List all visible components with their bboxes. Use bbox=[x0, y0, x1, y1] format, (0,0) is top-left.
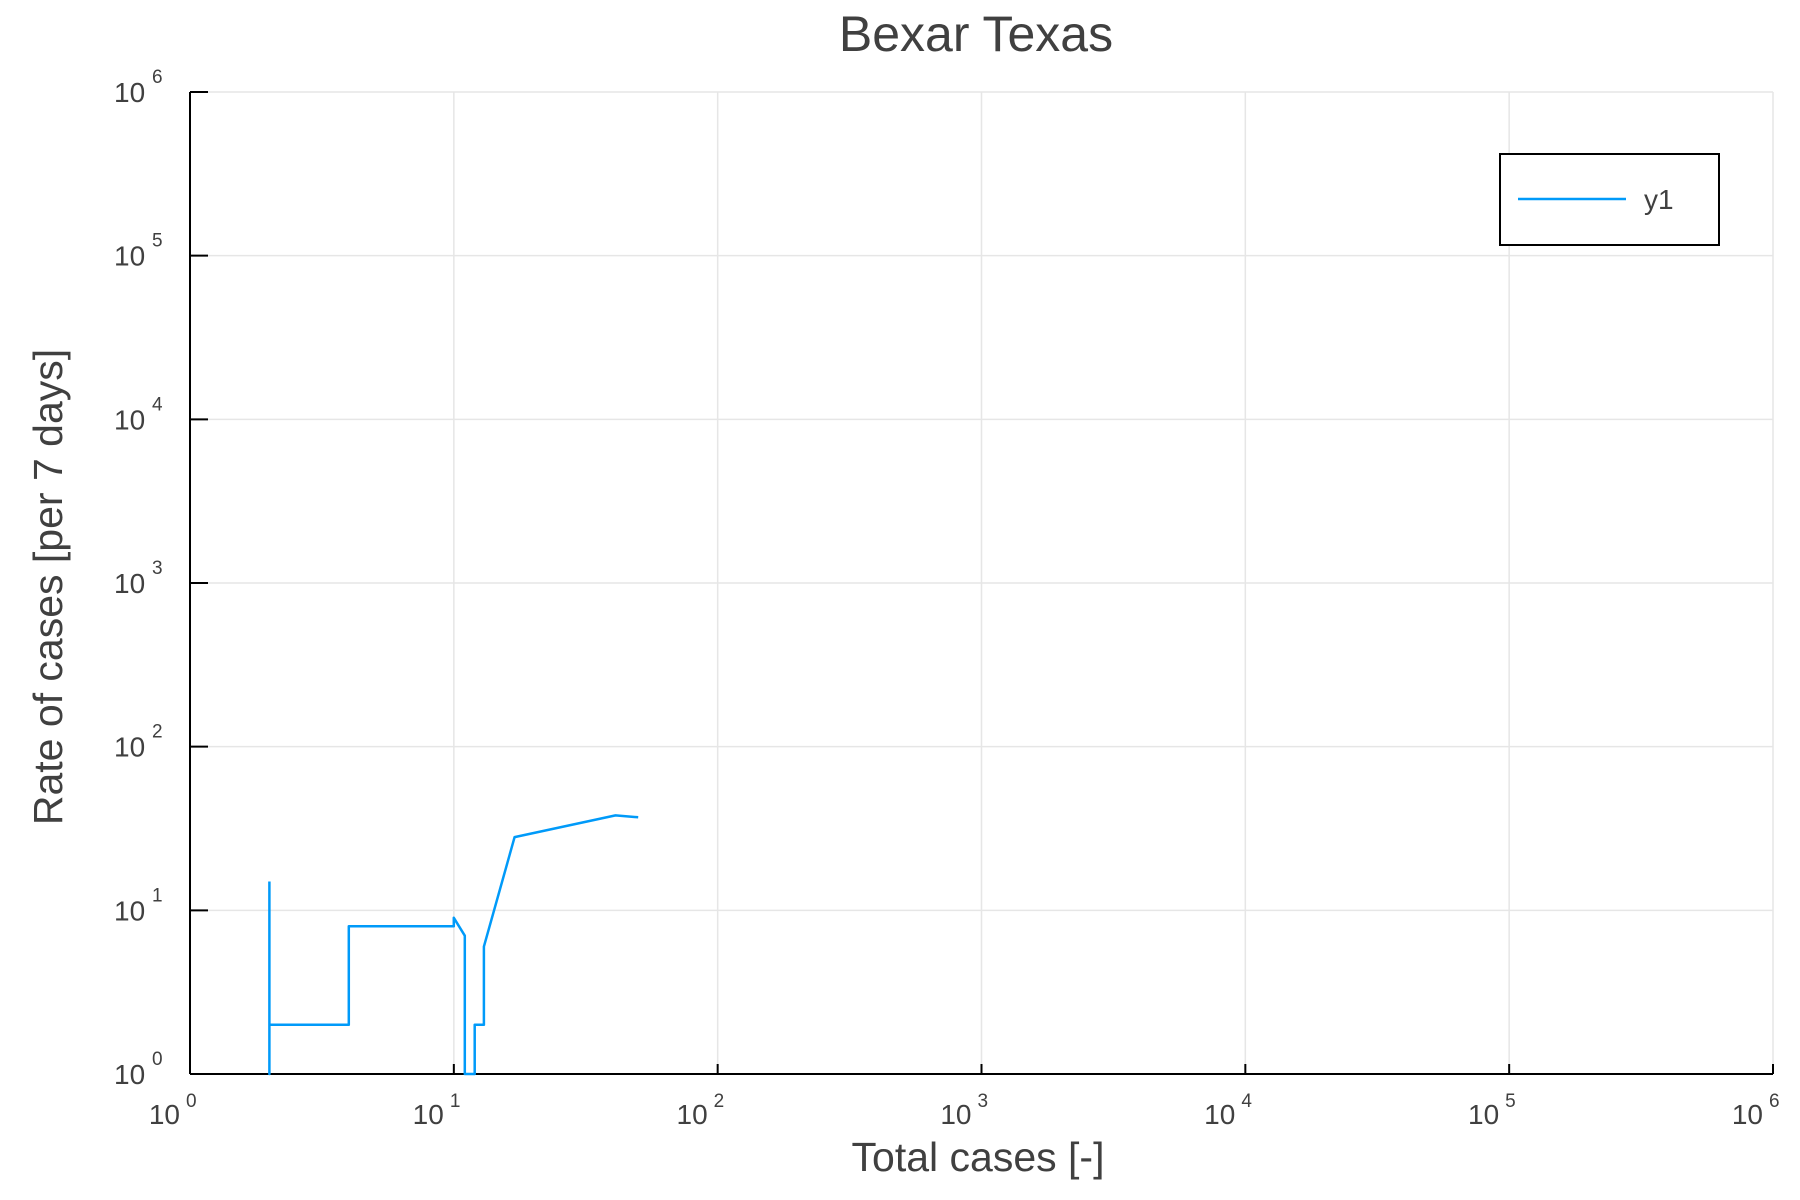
x-tick-base: 10 bbox=[149, 1099, 180, 1130]
x-tick-base: 10 bbox=[1468, 1099, 1499, 1130]
x-tick-base: 10 bbox=[677, 1099, 708, 1130]
x-tick-base: 10 bbox=[1204, 1099, 1235, 1130]
legend: y1 bbox=[1499, 153, 1720, 246]
x-tick-exponent: 3 bbox=[978, 1091, 989, 1112]
series-lines bbox=[268, 814, 639, 1076]
y-tick-base: 10 bbox=[114, 404, 145, 435]
grid bbox=[189, 91, 1774, 1075]
x-tick-label: 10 5 bbox=[1468, 1091, 1516, 1130]
y-tick-labels: 10 0 10 1 10 2 10 3 10 4 10 5 10 6 bbox=[114, 67, 163, 1090]
series-line-y1 bbox=[268, 814, 639, 1076]
x-tick-label: 10 0 bbox=[149, 1091, 197, 1130]
x-tick-exponent: 5 bbox=[1505, 1091, 1516, 1112]
x-tick-exponent: 1 bbox=[450, 1091, 461, 1112]
y-tick-label: 10 2 bbox=[114, 722, 163, 763]
y-tick-base: 10 bbox=[114, 1059, 145, 1090]
y-tick-exponent: 2 bbox=[152, 722, 163, 743]
chart-title: Bexar Texas bbox=[839, 6, 1113, 62]
y-tick-base: 10 bbox=[114, 895, 145, 926]
axes bbox=[189, 91, 1774, 1075]
y-tick-exponent: 6 bbox=[152, 67, 163, 88]
x-tick-label: 10 2 bbox=[677, 1091, 725, 1130]
y-tick-label: 10 0 bbox=[114, 1049, 163, 1090]
y-tick-base: 10 bbox=[114, 568, 145, 599]
x-tick-label: 10 4 bbox=[1204, 1091, 1252, 1130]
x-tick-base: 10 bbox=[413, 1099, 444, 1130]
legend-label-y1: y1 bbox=[1644, 184, 1674, 215]
y-tick-base: 10 bbox=[114, 77, 145, 108]
x-tick-base: 10 bbox=[940, 1099, 971, 1130]
x-tick-label: 10 3 bbox=[940, 1091, 988, 1130]
x-tick-base: 10 bbox=[1732, 1099, 1763, 1130]
x-tick-label: 10 1 bbox=[413, 1091, 461, 1130]
x-tick-exponent: 4 bbox=[1241, 1091, 1252, 1112]
y-axis-title: Rate of cases [per 7 days] bbox=[25, 349, 71, 825]
x-tick-exponent: 2 bbox=[714, 1091, 725, 1112]
x-tick-exponent: 0 bbox=[186, 1091, 197, 1112]
y-tick-exponent: 5 bbox=[152, 231, 163, 252]
y-tick-exponent: 4 bbox=[152, 394, 163, 415]
x-tick-labels: 10 0 10 1 10 2 10 3 10 4 10 5 10 6 bbox=[149, 1091, 1780, 1130]
y-tick-exponent: 1 bbox=[152, 885, 163, 906]
x-tick-exponent: 6 bbox=[1769, 1091, 1780, 1112]
y-tick-label: 10 1 bbox=[114, 885, 163, 926]
y-tick-label: 10 4 bbox=[114, 394, 163, 435]
x-axis-title: Total cases [-] bbox=[852, 1134, 1105, 1180]
y-tick-label: 10 5 bbox=[114, 231, 163, 272]
x-tick-label: 10 6 bbox=[1732, 1091, 1780, 1130]
y-tick-exponent: 3 bbox=[152, 558, 163, 579]
y-tick-label: 10 6 bbox=[114, 67, 163, 108]
y-tick-label: 10 3 bbox=[114, 558, 163, 599]
y-tick-exponent: 0 bbox=[152, 1049, 163, 1070]
y-tick-base: 10 bbox=[114, 732, 145, 763]
y-tick-base: 10 bbox=[114, 241, 145, 272]
